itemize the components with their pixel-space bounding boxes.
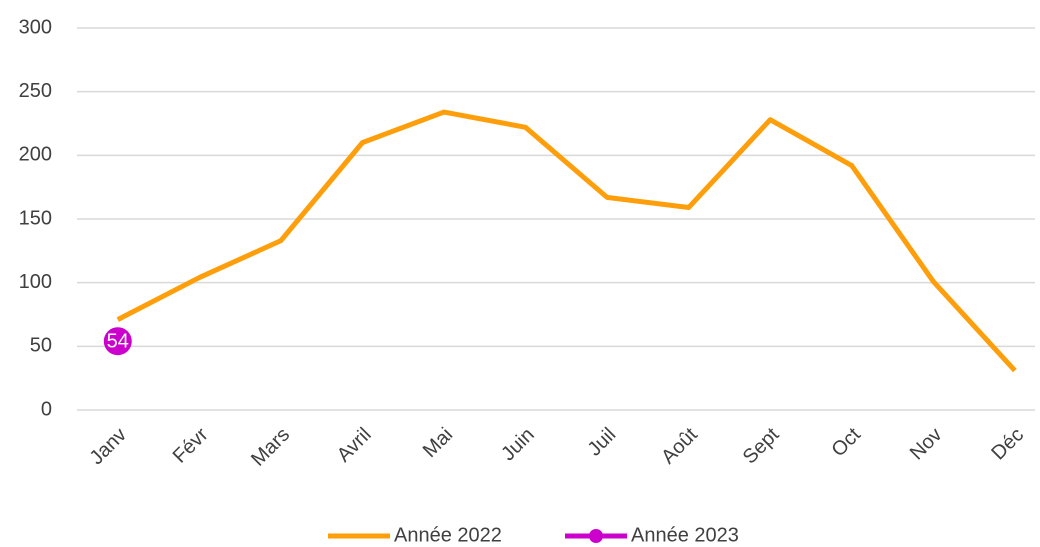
legend-item: Année 2023 — [565, 524, 739, 546]
x-tick-label: Août — [657, 423, 702, 468]
x-tick-label: Juin — [497, 424, 539, 466]
x-tick-label: Avril — [333, 424, 376, 467]
x-tick-label: Déc — [987, 424, 1028, 465]
y-tick-label: 300 — [19, 16, 52, 38]
data-label: 54 — [107, 331, 129, 353]
point — [103, 327, 132, 356]
x-tick-label: Mai — [419, 424, 457, 462]
legend-item: Année 2022 — [328, 524, 502, 546]
y-tick-label: 250 — [19, 80, 52, 102]
y-tick-label: 0 — [41, 398, 52, 420]
series-line — [116, 109, 1017, 373]
x-tick-label: Oct — [827, 423, 865, 461]
y-tick-label: 150 — [19, 207, 52, 229]
x-tick-label: Nov — [906, 424, 947, 465]
x-tick-label: Juil — [584, 424, 621, 461]
x-tick-label: Mars — [247, 424, 294, 471]
x-tick-label: Févr — [169, 423, 213, 467]
x-tick-label: Sept — [739, 423, 784, 468]
legend-label: Année 2022 — [394, 524, 502, 546]
y-tick-label: 100 — [19, 271, 52, 293]
legend-label: Année 2023 — [631, 524, 739, 546]
legend-marker — [589, 529, 603, 543]
y-tick-label: 50 — [30, 335, 52, 357]
y-tick-label: 200 — [19, 144, 52, 166]
x-tick-label: Janv — [86, 424, 131, 469]
